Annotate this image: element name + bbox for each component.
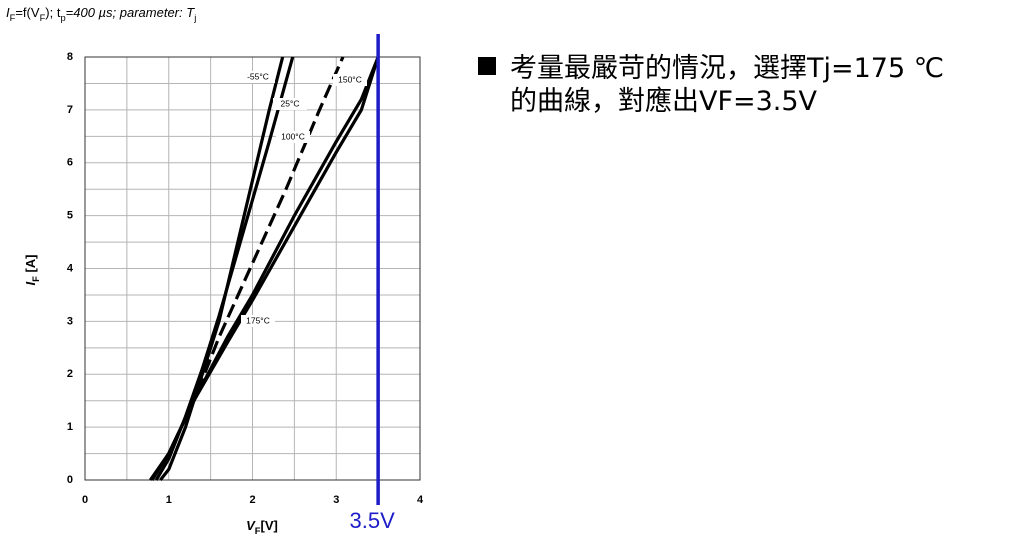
- chart-title-part: p: [60, 13, 65, 23]
- chart-title-part: I: [6, 5, 10, 20]
- series-label-bg: [241, 315, 275, 327]
- y-tick-label: 5: [67, 210, 73, 222]
- x-tick-label: 4: [417, 494, 424, 506]
- series-label-bg: [276, 131, 310, 143]
- series-label-bg: [333, 74, 367, 86]
- x-tick-label: 0: [82, 494, 88, 506]
- series-label: 175°C: [246, 315, 270, 325]
- note: 考量最嚴苛的情況，選擇Tj=175 ℃ 的曲線，對應出VF=3.5V: [478, 52, 944, 118]
- marker-label: 3.5V: [349, 508, 395, 533]
- bullet: [478, 57, 496, 75]
- chart-title-part: ); t: [45, 5, 61, 20]
- chart-title-part: F: [10, 13, 16, 23]
- y-tick-label: 0: [67, 474, 73, 486]
- chart-title-part: =f(V: [15, 5, 40, 20]
- plot-frame: [84, 56, 421, 481]
- x-axis-label-part: V: [246, 518, 256, 533]
- y-tick-label: 2: [67, 368, 73, 380]
- y-tick-label: 7: [67, 104, 73, 116]
- series-line: [149, 56, 380, 481]
- series-label-bg: [273, 98, 307, 110]
- x-tick-label: 3: [333, 494, 339, 506]
- y-tick-label: 3: [67, 315, 73, 327]
- x-tick-label: 2: [249, 494, 255, 506]
- series-label: -55°C: [247, 71, 269, 81]
- series-label-bg: [241, 71, 275, 83]
- chart-title-part: =400 µs; parameter: T: [66, 5, 196, 20]
- x-axis-label-part: [V]: [261, 518, 278, 533]
- y-tick-label: 4: [67, 262, 74, 274]
- y-axis-label-part: F: [31, 276, 41, 282]
- y-axis-label: IF [A]: [23, 254, 41, 285]
- x-axis-label-part: F: [255, 526, 261, 536]
- chart-title: IF=f(VF); tp=400 µs; parameter: Tj: [6, 5, 196, 23]
- y-tick-label: 6: [67, 157, 73, 169]
- chart: IF=f(VF); tp=400 µs; parameter: TjVF[V]I…: [6, 5, 424, 536]
- note-line: 的曲線，對應出VF=3.5V: [478, 85, 944, 118]
- note-text: 考量最嚴苛的情況，選擇Tj=175 ℃: [510, 53, 945, 84]
- y-axis-label-part: I: [23, 282, 38, 286]
- note-line: 考量最嚴苛的情況，選擇Tj=175 ℃: [478, 52, 944, 85]
- note-text: 的曲線，對應出VF=3.5V: [510, 86, 818, 117]
- series-label: 25°C: [281, 98, 300, 108]
- y-tick-label: 1: [67, 421, 73, 433]
- chart-title-part: F: [40, 13, 46, 23]
- series-label: 100°C: [281, 131, 305, 141]
- y-tick-label: 8: [67, 51, 73, 63]
- y-axis-label-part: [A]: [23, 254, 38, 276]
- series-label: 150°C: [338, 74, 362, 84]
- x-tick-label: 1: [166, 494, 172, 506]
- x-axis-label: VF[V]: [246, 518, 278, 536]
- chart-title-part: j: [193, 13, 196, 23]
